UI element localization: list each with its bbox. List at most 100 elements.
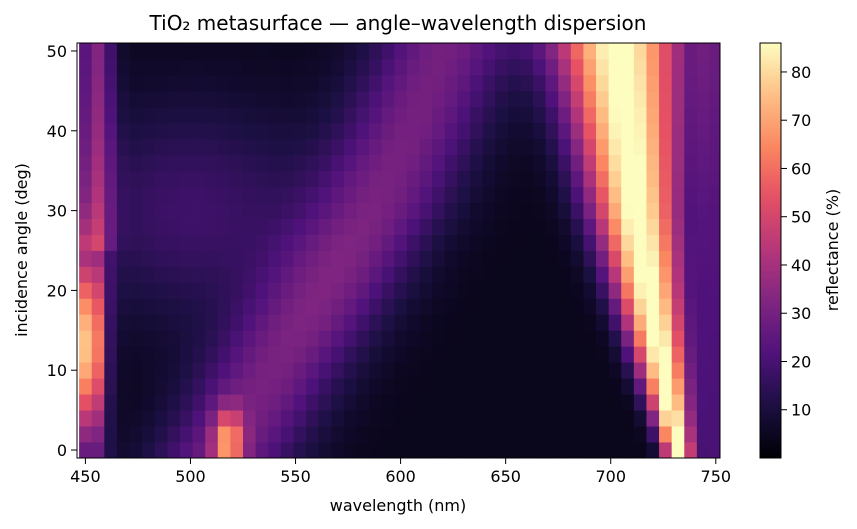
heatmap-cell	[318, 186, 332, 204]
heatmap-cell	[129, 410, 143, 427]
heatmap-cell	[230, 138, 244, 156]
heatmap-cell	[482, 426, 496, 443]
heatmap-cell	[142, 426, 156, 443]
heatmap-cell	[381, 266, 395, 283]
heatmap-cell	[293, 314, 307, 331]
heatmap-cell	[154, 202, 168, 219]
heatmap-cell	[268, 330, 282, 347]
heatmap-cell	[343, 362, 357, 379]
heatmap-cell	[444, 410, 458, 427]
heatmap-cell	[104, 410, 118, 427]
heatmap-cell	[406, 43, 420, 60]
heatmap-cell	[495, 250, 509, 267]
heatmap-cell	[520, 330, 534, 347]
heatmap-cell	[217, 314, 231, 331]
heatmap-cell	[381, 442, 395, 459]
heatmap-cell	[406, 426, 420, 443]
heatmap-cell	[230, 426, 244, 443]
heatmap-cell	[520, 43, 534, 60]
heatmap-cell	[406, 362, 420, 379]
heatmap-cell	[507, 106, 521, 124]
heatmap-cell	[532, 346, 546, 363]
heatmap-cell	[331, 218, 345, 235]
heatmap-cell	[532, 378, 546, 395]
heatmap-cell	[419, 43, 433, 60]
colorbar-tick-label: 40	[791, 256, 811, 275]
heatmap-cell	[79, 410, 93, 427]
heatmap-cell	[192, 218, 206, 235]
heatmap-cell	[558, 266, 572, 283]
heatmap-cell	[659, 234, 673, 251]
heatmap-cell	[255, 170, 269, 188]
heatmap-cell	[432, 378, 446, 395]
heatmap-cell	[621, 234, 635, 251]
heatmap-cell	[306, 218, 320, 235]
heatmap-cell	[671, 378, 685, 395]
heatmap-cell	[116, 442, 130, 459]
heatmap-cell	[671, 122, 685, 140]
heatmap-cell	[432, 138, 446, 156]
heatmap-cell	[167, 122, 181, 140]
heatmap-cell	[469, 218, 483, 235]
heatmap-cell	[243, 250, 257, 267]
heatmap-cell	[659, 43, 673, 60]
heatmap-cell	[79, 426, 93, 443]
heatmap-cell	[684, 314, 698, 331]
heatmap-cell	[179, 282, 193, 299]
heatmap-cell	[167, 298, 181, 315]
heatmap-cell	[419, 442, 433, 459]
heatmap-cell	[280, 138, 294, 156]
heatmap-cell	[608, 170, 622, 188]
heatmap-cell	[444, 314, 458, 331]
heatmap-cell	[419, 330, 433, 347]
heatmap-cell	[684, 282, 698, 299]
heatmap-cell	[381, 43, 395, 60]
heatmap-cell	[583, 378, 597, 395]
heatmap-cell	[608, 186, 622, 204]
heatmap-cell	[91, 362, 105, 379]
heatmap-cell	[419, 282, 433, 299]
heatmap-cell	[356, 250, 370, 267]
heatmap-cell	[306, 442, 320, 459]
heatmap-cell	[192, 394, 206, 411]
heatmap-cell	[394, 298, 408, 315]
heatmap-cell	[659, 154, 673, 172]
heatmap-cell	[268, 122, 282, 140]
heatmap-cell	[596, 314, 610, 331]
heatmap-cell	[154, 74, 168, 92]
heatmap-cell	[255, 362, 269, 379]
heatmap-cell	[558, 43, 572, 60]
heatmap-cell	[142, 346, 156, 363]
heatmap-cell	[646, 58, 660, 76]
heatmap-cell	[369, 250, 383, 267]
heatmap-cell	[671, 90, 685, 108]
heatmap-cell	[104, 330, 118, 347]
x-axis-label: wavelength (nm)	[330, 496, 467, 515]
heatmap-cell	[671, 346, 685, 363]
heatmap-cell	[268, 106, 282, 124]
heatmap-cell	[406, 378, 420, 395]
heatmap-cell	[331, 106, 345, 124]
heatmap-cell	[469, 314, 483, 331]
heatmap-cell	[142, 394, 156, 411]
heatmap-cell	[394, 442, 408, 459]
heatmap-cell	[394, 394, 408, 411]
heatmap-cell	[532, 122, 546, 140]
heatmap-cell	[154, 394, 168, 411]
heatmap-cell	[230, 298, 244, 315]
heatmap-cell	[167, 362, 181, 379]
heatmap-cell	[205, 74, 219, 92]
heatmap-cell	[154, 234, 168, 251]
heatmap-cell	[104, 426, 118, 443]
heatmap-cell	[293, 394, 307, 411]
heatmap-cell	[608, 122, 622, 140]
heatmap-cell	[507, 170, 521, 188]
heatmap-cell	[192, 138, 206, 156]
heatmap-cell	[293, 90, 307, 108]
heatmap-cell	[230, 90, 244, 108]
heatmap-cell	[356, 106, 370, 124]
heatmap-cell	[369, 442, 383, 459]
heatmap-cell	[91, 394, 105, 411]
heatmap-cell	[167, 202, 181, 219]
heatmap-cell	[154, 186, 168, 204]
